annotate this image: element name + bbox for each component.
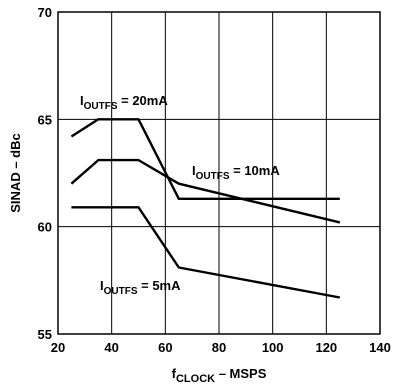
series-line-0	[70, 118, 340, 201]
x-tick-label: 60	[158, 340, 172, 355]
series-layer	[70, 118, 341, 299]
y-tick-label: 55	[38, 327, 52, 342]
x-axis-title: fCLOCK – MSPS	[172, 366, 267, 385]
label-10ma: IOUTFS = 10mA	[192, 163, 280, 182]
x-tick-label: 40	[104, 340, 118, 355]
label-20ma: IOUTFS = 20mA	[80, 93, 168, 112]
label-5ma: IOUTFS = 5mA	[100, 278, 181, 297]
y-tick-label: 60	[38, 220, 52, 235]
x-tick-label: 80	[212, 340, 226, 355]
series-line-2	[71, 206, 341, 299]
y-tick-label: 65	[38, 112, 52, 127]
y-tick-label: 70	[38, 5, 52, 20]
x-tick-label: 100	[262, 340, 284, 355]
y-axis-title: SINAD – dBc	[8, 133, 23, 212]
x-tick-label: 20	[51, 340, 65, 355]
grid-lines	[58, 12, 380, 334]
x-tick-label: 120	[315, 340, 337, 355]
series-line-1	[70, 158, 341, 224]
x-tick-label: 140	[369, 340, 391, 355]
tick-labels: 20 40 60 80 100 120 140 55 60 65 70	[38, 5, 391, 355]
